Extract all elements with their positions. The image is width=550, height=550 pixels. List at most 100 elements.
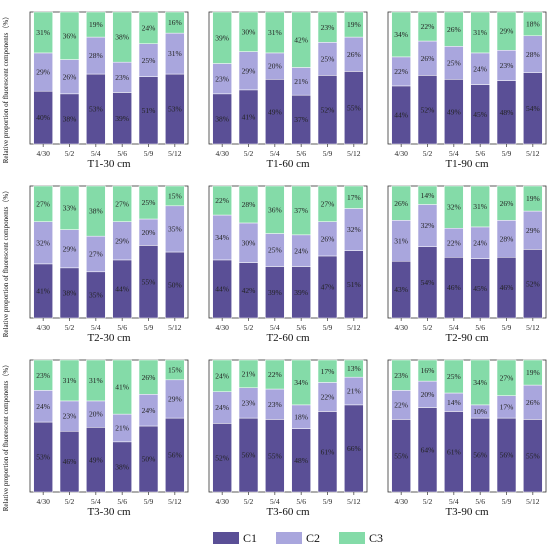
data-label-c1: 38% bbox=[63, 289, 77, 298]
data-label-c2: 29% bbox=[242, 66, 256, 75]
panel-t3-90-cm: 55% 22% 23% 4/30 64% 20% 16% 5/2 61% 14% 25% 5/4 56%… bbox=[387, 359, 547, 518]
panel-t3-60-cm: 52% 24% 24% 4/30 56% 23% 21% 5/2 55% 23% 22% 5/4 48%… bbox=[208, 359, 368, 518]
x-tick-label: 5/9 bbox=[144, 149, 154, 158]
bar-c3-5-6 bbox=[291, 11, 311, 68]
bar-c3-5-9 bbox=[138, 11, 159, 44]
subplot-title: T3-30 cm bbox=[87, 506, 131, 518]
plot-frame bbox=[208, 11, 368, 145]
bar-c3-5-12 bbox=[344, 11, 364, 38]
data-label-c3: 23% bbox=[36, 371, 50, 380]
data-label-c3: 36% bbox=[268, 205, 282, 214]
data-label-c2: 21% bbox=[347, 387, 361, 396]
bar-c3-5-4 bbox=[265, 359, 285, 390]
data-label-c3: 39% bbox=[215, 33, 229, 42]
x-tick-label: 4/30 bbox=[36, 323, 50, 332]
data-label-c3: 23% bbox=[394, 371, 408, 380]
data-label-c3: 17% bbox=[347, 193, 361, 202]
data-label-c3: 42% bbox=[294, 35, 308, 44]
data-label-c3: 14% bbox=[421, 191, 435, 200]
x-tick-label: 5/6 bbox=[296, 323, 306, 332]
y-axis-label: Relative proportion of fluorescent compo… bbox=[2, 361, 10, 511]
data-label-c3: 41% bbox=[115, 383, 129, 392]
bar-c3-4-30 bbox=[33, 185, 53, 222]
data-label-c1: 52% bbox=[421, 105, 435, 114]
bar-c3-5-4 bbox=[444, 185, 464, 229]
data-label-c2: 23% bbox=[215, 74, 229, 83]
bar-c3-5-12 bbox=[344, 359, 364, 378]
x-tick-label: 5/6 bbox=[296, 497, 306, 506]
data-label-c1: 47% bbox=[321, 283, 335, 292]
data-label-c2: 24% bbox=[142, 406, 156, 415]
data-label-c1: 40% bbox=[36, 113, 50, 122]
x-tick-label: 5/12 bbox=[347, 323, 361, 332]
data-label-c1: 53% bbox=[168, 105, 182, 114]
x-tick-label: 4/30 bbox=[36, 149, 50, 158]
x-tick-label: 5/2 bbox=[244, 323, 254, 332]
bar-c3-5-12 bbox=[523, 185, 543, 212]
data-label-c2: 24% bbox=[36, 402, 50, 411]
bar-c3-5-9 bbox=[317, 11, 338, 43]
data-label-c1: 44% bbox=[115, 285, 129, 294]
data-label-c3: 31% bbox=[36, 28, 50, 37]
data-label-c2: 31% bbox=[168, 49, 182, 58]
data-label-c1: 52% bbox=[321, 105, 335, 114]
data-label-c2: 26% bbox=[63, 72, 77, 81]
bar-c3-5-4 bbox=[86, 359, 106, 402]
data-label-c1: 37% bbox=[294, 115, 308, 124]
data-label-c2: 17% bbox=[500, 402, 514, 411]
x-tick-label: 5/6 bbox=[475, 149, 485, 158]
x-tick-label: 5/4 bbox=[91, 497, 101, 506]
data-label-c1: 45% bbox=[473, 110, 487, 119]
data-label-c3: 17% bbox=[321, 367, 335, 376]
bar-c3-5-9 bbox=[317, 359, 338, 383]
data-label-c2: 23% bbox=[242, 399, 256, 408]
bar-c3-5-12 bbox=[344, 185, 364, 209]
x-tick-label: 5/12 bbox=[347, 497, 361, 506]
subplot-title: T3-60 cm bbox=[266, 506, 310, 518]
bar-c3-5-9 bbox=[138, 359, 159, 395]
plot-frame bbox=[387, 185, 547, 319]
bar-c3-5-2 bbox=[417, 185, 438, 205]
bar-c3-5-6 bbox=[112, 11, 132, 63]
data-label-c2: 30% bbox=[242, 238, 256, 247]
data-label-c2: 27% bbox=[89, 250, 103, 259]
x-tick-label: 5/12 bbox=[347, 149, 361, 158]
bar-c3-5-6 bbox=[470, 185, 490, 228]
bar-c3-5-9 bbox=[496, 185, 517, 221]
data-label-c1: 66% bbox=[347, 444, 361, 453]
data-label-c3: 22% bbox=[215, 196, 229, 205]
data-label-c3: 27% bbox=[115, 199, 129, 208]
plot-frame bbox=[208, 359, 368, 493]
data-label-c2: 14% bbox=[447, 398, 461, 407]
data-label-c3: 31% bbox=[268, 28, 282, 37]
data-label-c2: 32% bbox=[421, 221, 435, 230]
data-label-c2: 24% bbox=[473, 238, 487, 247]
data-label-c1: 45% bbox=[473, 284, 487, 293]
x-tick-label: 5/9 bbox=[144, 497, 154, 506]
x-tick-label: 5/12 bbox=[526, 497, 540, 506]
bar-c3-5-12 bbox=[523, 11, 543, 37]
bar-c3-4-30 bbox=[33, 359, 53, 391]
x-tick-label: 5/4 bbox=[270, 149, 280, 158]
data-label-c3: 19% bbox=[89, 20, 103, 29]
data-label-c3: 25% bbox=[142, 198, 156, 207]
legend-swatch-c2 bbox=[276, 532, 302, 544]
data-label-c2: 23% bbox=[115, 73, 129, 82]
x-tick-label: 5/6 bbox=[296, 149, 306, 158]
data-label-c3: 27% bbox=[500, 373, 514, 382]
data-label-c3: 38% bbox=[115, 33, 129, 42]
data-label-c1: 46% bbox=[500, 283, 514, 292]
data-label-c1: 52% bbox=[526, 279, 540, 288]
data-label-c2: 29% bbox=[168, 395, 182, 404]
bar-c3-5-9 bbox=[496, 359, 517, 396]
data-label-c3: 27% bbox=[36, 199, 50, 208]
x-tick-label: 5/9 bbox=[502, 323, 512, 332]
x-tick-label: 5/9 bbox=[144, 323, 154, 332]
data-label-c1: 55% bbox=[142, 277, 156, 286]
subplot-title: T1-90 cm bbox=[445, 158, 489, 170]
data-label-c3: 24% bbox=[215, 371, 229, 380]
data-label-c3: 15% bbox=[168, 192, 182, 201]
bar-c3-5-4 bbox=[444, 11, 464, 47]
data-label-c1: 51% bbox=[142, 106, 156, 115]
x-tick-label: 5/12 bbox=[168, 323, 182, 332]
